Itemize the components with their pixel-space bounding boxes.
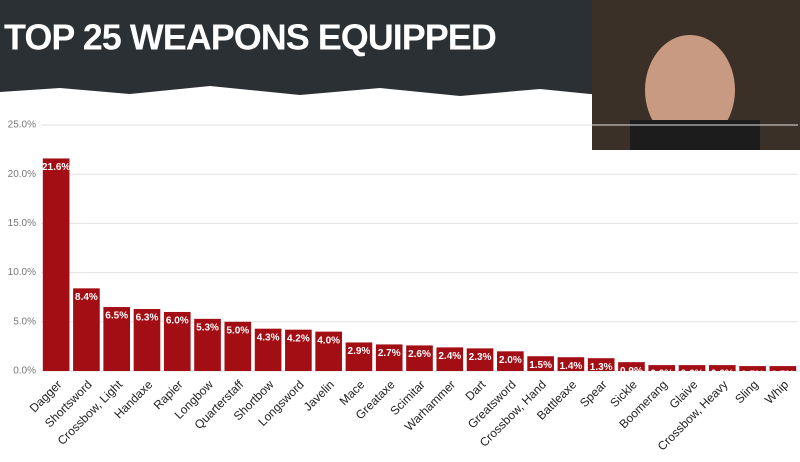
data-label: 4.2% [287,333,310,344]
y-tick-label: 20.0% [8,169,36,180]
data-label: 2.4% [438,351,461,362]
bar [285,329,312,371]
bar [648,365,676,371]
bar [194,318,221,371]
data-label: 2.0% [499,355,522,366]
data-label: 8.4% [75,292,98,303]
data-label: 4.3% [257,332,280,343]
data-label: 5.0% [226,325,249,336]
data-label: 6.3% [136,313,159,324]
data-label: 21.6% [42,162,70,173]
webcam-person [645,35,735,145]
bar [224,321,252,371]
data-label: 0.5% [741,370,764,381]
bar [587,358,615,371]
y-tick-label: 5.0% [13,316,36,327]
bar [769,366,797,371]
bar [678,365,706,371]
data-label: 6.0% [166,316,189,327]
data-label: 6.5% [105,311,128,322]
data-label: 2.7% [378,348,401,359]
y-tick-label: 25.0% [8,120,36,131]
data-label: 0.6% [681,369,704,380]
data-label: 1.5% [529,360,552,371]
y-tick-label: 10.0% [8,267,36,278]
bar [497,351,524,371]
data-label: 2.9% [348,346,371,357]
bar [557,357,585,371]
data-label: 1.4% [560,361,583,372]
bar [708,365,736,371]
bar [315,331,342,371]
bar [375,344,403,371]
bar [527,356,554,371]
data-label: 0.6% [650,369,673,380]
bar [133,309,161,371]
bar [163,311,191,371]
y-tick-label: 15.0% [8,218,36,229]
data-label: 5.3% [196,322,219,333]
bar [103,307,131,371]
bar [739,366,766,371]
bar [466,348,494,371]
bar [254,328,282,371]
bar [406,345,433,371]
y-tick-label: 0.0% [13,366,36,377]
data-label: 1.3% [590,362,613,373]
data-label: 0.9% [620,366,643,377]
bar [73,288,100,371]
data-label: 2.3% [469,352,492,363]
data-label: 2.6% [408,349,431,360]
chart-title: TOP 25 WEAPONS EQUIPPED [4,17,496,58]
bar [436,347,464,371]
bar [618,362,645,371]
bar [345,342,373,371]
bar [42,158,70,371]
data-label: 0.6% [711,369,734,380]
data-label: 0.5% [771,370,794,381]
data-label: 4.0% [317,335,340,346]
